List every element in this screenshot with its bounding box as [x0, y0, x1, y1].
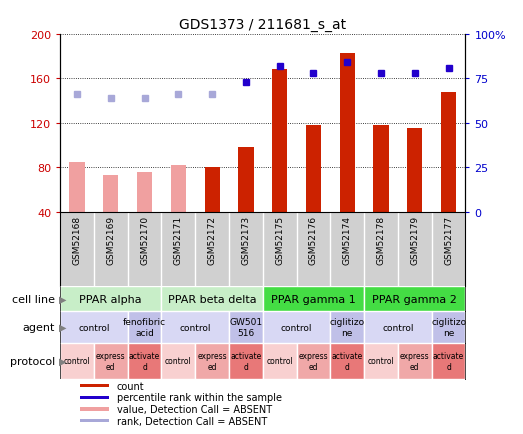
Bar — [431, 344, 465, 378]
Bar — [263, 287, 364, 311]
Bar — [238, 148, 254, 212]
Text: express
ed: express ed — [400, 352, 429, 371]
Text: ciglitizo
ne: ciglitizo ne — [431, 318, 466, 337]
Text: GW501
516: GW501 516 — [230, 318, 263, 337]
Text: GSM52172: GSM52172 — [208, 216, 217, 265]
Text: GSM52177: GSM52177 — [444, 216, 453, 265]
Text: GSM52176: GSM52176 — [309, 216, 318, 265]
Bar — [94, 344, 128, 378]
Bar — [204, 168, 220, 212]
Text: ciglitizo
ne: ciglitizo ne — [329, 318, 365, 337]
Bar — [263, 311, 331, 344]
Bar — [70, 162, 85, 212]
Bar — [81, 408, 109, 411]
Text: GSM52168: GSM52168 — [73, 216, 82, 265]
Text: control: control — [165, 357, 192, 365]
Bar — [81, 419, 109, 422]
Text: GSM52174: GSM52174 — [343, 216, 352, 265]
Text: control: control — [368, 357, 394, 365]
Text: GSM52170: GSM52170 — [140, 216, 149, 265]
Bar — [297, 344, 331, 378]
Text: cell line: cell line — [12, 294, 55, 304]
Bar — [229, 311, 263, 344]
Bar — [272, 70, 287, 212]
Text: control: control — [266, 357, 293, 365]
Bar — [263, 344, 297, 378]
Text: express
ed: express ed — [299, 352, 328, 371]
Text: control: control — [78, 323, 110, 332]
Bar — [81, 396, 109, 399]
Text: GSM52175: GSM52175 — [275, 216, 284, 265]
Text: control: control — [64, 357, 90, 365]
Text: PPAR gamma 2: PPAR gamma 2 — [372, 294, 457, 304]
Bar — [339, 53, 355, 212]
Bar — [60, 344, 94, 378]
Bar — [229, 344, 263, 378]
Text: value, Detection Call = ABSENT: value, Detection Call = ABSENT — [117, 404, 272, 414]
Bar — [306, 125, 321, 212]
Title: GDS1373 / 211681_s_at: GDS1373 / 211681_s_at — [179, 18, 346, 32]
Text: control: control — [382, 323, 414, 332]
Text: PPAR gamma 1: PPAR gamma 1 — [271, 294, 356, 304]
Text: control: control — [281, 323, 312, 332]
Text: protocol: protocol — [9, 356, 55, 366]
Text: percentile rank within the sample: percentile rank within the sample — [117, 392, 282, 402]
Text: fenofibric
acid: fenofibric acid — [123, 318, 166, 337]
Text: activate
d: activate d — [332, 352, 363, 371]
Bar — [331, 311, 364, 344]
Text: PPAR beta delta: PPAR beta delta — [168, 294, 256, 304]
Text: activate
d: activate d — [230, 352, 262, 371]
Bar — [137, 172, 152, 212]
Bar — [195, 344, 229, 378]
Bar — [81, 384, 109, 387]
Bar — [407, 129, 423, 212]
Bar — [331, 344, 364, 378]
Text: rank, Detection Call = ABSENT: rank, Detection Call = ABSENT — [117, 416, 267, 426]
Bar — [103, 175, 118, 212]
Text: GSM52179: GSM52179 — [411, 216, 419, 265]
Text: GSM52169: GSM52169 — [106, 216, 115, 265]
Bar — [60, 287, 162, 311]
Text: agent: agent — [22, 322, 55, 332]
Bar — [364, 287, 465, 311]
Text: PPAR alpha: PPAR alpha — [79, 294, 142, 304]
Bar — [162, 344, 195, 378]
Text: GSM52173: GSM52173 — [242, 216, 251, 265]
Text: count: count — [117, 381, 144, 391]
Text: ▶: ▶ — [59, 294, 66, 304]
Bar — [128, 344, 162, 378]
Bar — [431, 311, 465, 344]
Bar — [364, 344, 398, 378]
Bar — [364, 311, 431, 344]
Bar — [128, 311, 162, 344]
Bar — [162, 311, 229, 344]
Text: control: control — [179, 323, 211, 332]
Bar — [441, 92, 456, 212]
Bar — [60, 311, 128, 344]
Text: GSM52171: GSM52171 — [174, 216, 183, 265]
Text: ▶: ▶ — [59, 356, 66, 366]
Text: ▶: ▶ — [59, 322, 66, 332]
Text: express
ed: express ed — [96, 352, 126, 371]
Text: express
ed: express ed — [197, 352, 227, 371]
Bar — [373, 125, 389, 212]
Text: activate
d: activate d — [433, 352, 464, 371]
Text: GSM52178: GSM52178 — [377, 216, 385, 265]
Bar — [398, 344, 431, 378]
Bar — [162, 287, 263, 311]
Bar — [171, 165, 186, 212]
Text: activate
d: activate d — [129, 352, 160, 371]
